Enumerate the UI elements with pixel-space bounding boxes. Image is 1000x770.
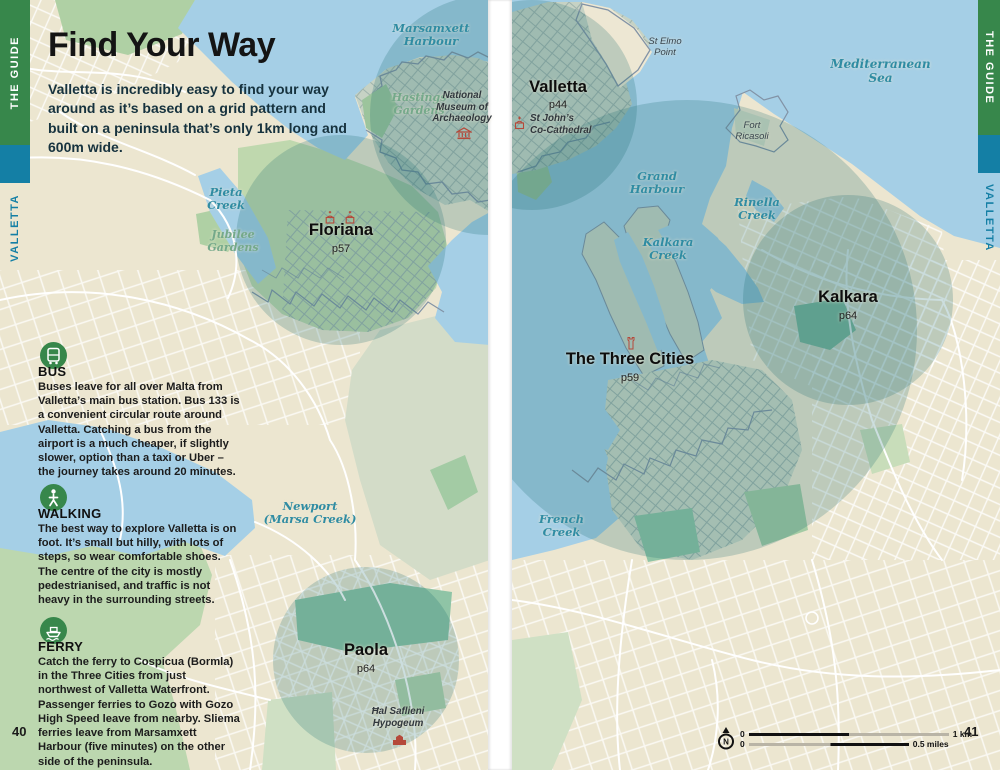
- water-label-french-creek: French Creek: [538, 512, 585, 540]
- area-label-floriana: Floriana: [308, 221, 374, 239]
- ferry-icon: [40, 617, 67, 644]
- water-label-newport: Newport (Marsa Creek): [263, 499, 357, 527]
- left-section-label: VALLETTA: [9, 194, 21, 262]
- svg-text:N: N: [723, 738, 729, 747]
- poi-label-hypogeum: Ħal Saflieni Hypogeum: [371, 706, 425, 729]
- page-number-right: 41: [964, 724, 979, 739]
- scale-km-bar: [748, 732, 949, 736]
- page-number-left: 40: [12, 724, 27, 739]
- scale-miles-end: 0.5 miles: [912, 739, 949, 749]
- page-title: Find Your Way: [48, 26, 276, 64]
- right-section-tab: VALLETTA: [978, 173, 1000, 263]
- left-guide-label: THE GUIDE: [9, 35, 21, 110]
- map-right: [512, 0, 1000, 770]
- ferry-section-title: FERRY: [38, 639, 84, 654]
- left-section-tab: VALLETTA: [0, 183, 30, 273]
- place-label-fort-ricasoli: Fort Ricasoli: [735, 120, 769, 143]
- intro-paragraph: Valletta is incredibly easy to find your…: [48, 81, 347, 155]
- walking-section-body: The best way to explore Valletta is on f…: [38, 523, 237, 607]
- area-pref-valletta: p44: [548, 99, 568, 111]
- area-pref-three-cities: p59: [620, 372, 640, 384]
- scale-bar-km: 0 1 km: [740, 729, 972, 739]
- bus-section-body: Buses leave for all over Malta from Vall…: [38, 381, 240, 479]
- area-pref-floriana: p57: [331, 243, 351, 255]
- water-label-rinella: Rinella Creek: [734, 195, 780, 223]
- water-label-kalkara-creek: Kalkara Creek: [642, 235, 694, 263]
- area-pref-kalkara: p64: [838, 310, 858, 322]
- bus-icon: [40, 342, 67, 369]
- right-blue-tab: [978, 135, 1000, 173]
- park-label-hastings: Hastings Gardens: [391, 91, 447, 117]
- scale-miles-bar: [748, 742, 909, 746]
- right-guide-label: THE GUIDE: [983, 30, 995, 105]
- right-section-label: VALLETTA: [983, 184, 995, 252]
- water-label-marsamxett: Marsamxett Harbour: [392, 21, 470, 49]
- area-label-kalkara: Kalkara: [818, 288, 878, 306]
- scale-km-start: 0: [740, 729, 745, 739]
- ferry-section-body: Catch the ferry to Cospicua (Bormla) in …: [38, 656, 240, 768]
- area-label-paola: Paola: [343, 641, 389, 659]
- area-label-three-cities: The Three Cities: [565, 350, 695, 368]
- park-label-jubilee: Jubilee Gardens: [207, 228, 259, 254]
- scale-km-end: 1 km: [952, 729, 973, 739]
- walking-icon: [40, 484, 67, 511]
- right-guide-tab: THE GUIDE: [978, 0, 1000, 135]
- water-label-grand-harbour: Grand Harbour: [629, 169, 685, 197]
- place-label-st-elmo: St Elmo Point: [648, 36, 682, 59]
- left-guide-tab: THE GUIDE: [0, 0, 30, 145]
- water-label-mediterranean: Mediterranean Sea: [830, 57, 931, 85]
- poi-label-st-johns: St John’s Co-Cathedral: [530, 113, 592, 136]
- area-pref-paola: p64: [356, 663, 376, 675]
- bus-section-title: BUS: [38, 364, 67, 379]
- map-left: [0, 0, 490, 770]
- scale-miles-start: 0: [740, 739, 745, 749]
- area-label-valletta: Valletta: [529, 78, 587, 96]
- water-label-pieta: Pieta Creek: [207, 185, 245, 213]
- page-gutter: [488, 0, 512, 770]
- walking-section-title: WALKING: [38, 506, 102, 521]
- left-blue-tab: [0, 145, 30, 183]
- poi-label-museum: National Museum of Archaeology: [432, 90, 492, 125]
- scale-bar-miles: 0 0.5 miles: [740, 739, 949, 749]
